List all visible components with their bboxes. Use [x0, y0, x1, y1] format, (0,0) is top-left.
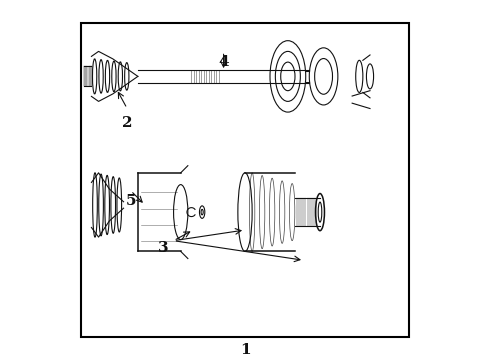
- Text: 1: 1: [240, 343, 250, 357]
- Text: 3: 3: [158, 241, 168, 255]
- Text: 2: 2: [122, 116, 132, 130]
- Text: 5: 5: [125, 194, 136, 208]
- Text: 4: 4: [218, 55, 229, 69]
